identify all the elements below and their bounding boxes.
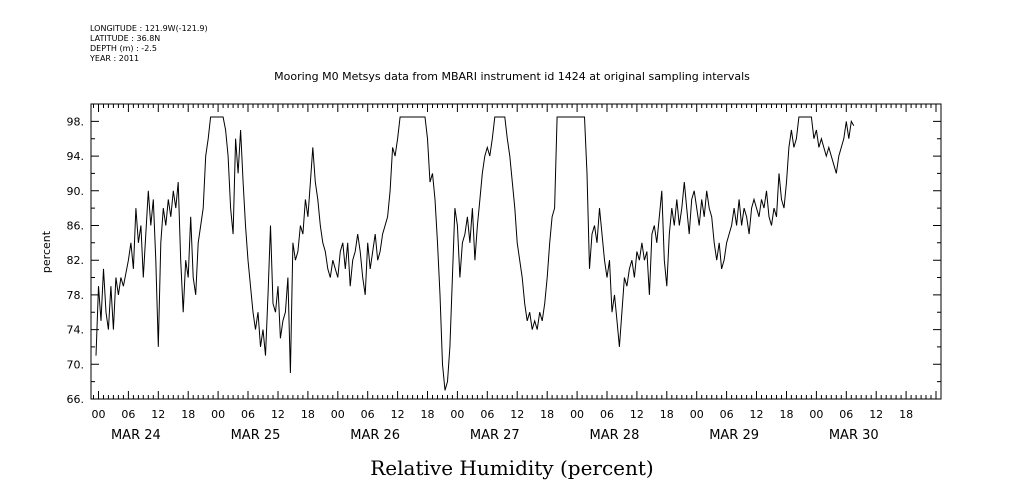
x-hour-label: 00 bbox=[331, 408, 345, 421]
x-hour-label: 18 bbox=[779, 408, 793, 421]
x-hour-label: 18 bbox=[660, 408, 674, 421]
y-axis-label: percent bbox=[40, 230, 53, 273]
plot-frame bbox=[90, 103, 942, 400]
y-tick-label: 66. bbox=[67, 393, 85, 406]
x-hour-label: 00 bbox=[570, 408, 584, 421]
y-tick-label: 90. bbox=[67, 185, 85, 198]
x-day-label: MAR 26 bbox=[350, 428, 400, 443]
meta-line: DEPTH (m) : -2.5 bbox=[90, 44, 157, 53]
x-hour-label: 06 bbox=[241, 408, 255, 421]
x-hour-label: 12 bbox=[151, 408, 165, 421]
x-hour-label: 12 bbox=[630, 408, 644, 421]
y-tick-label: 94. bbox=[67, 150, 85, 163]
humidity-series-line bbox=[95, 116, 855, 391]
x-hour-label: 06 bbox=[121, 408, 135, 421]
y-tick-label: 78. bbox=[67, 289, 85, 302]
meta-line: LONGITUDE : 121.9W(-121.9) bbox=[90, 24, 208, 33]
x-hour-label: 12 bbox=[869, 408, 883, 421]
x-axis-label: Relative Humidity (percent) bbox=[370, 456, 653, 480]
x-day-label: MAR 24 bbox=[111, 428, 161, 443]
x-hour-label: 00 bbox=[690, 408, 704, 421]
x-hour-label: 00 bbox=[450, 408, 464, 421]
y-tick-label: 86. bbox=[67, 219, 85, 232]
location-metadata: LONGITUDE : 121.9W(-121.9) LATITUDE : 36… bbox=[89, 24, 208, 63]
y-tick-label: 70. bbox=[67, 358, 85, 371]
tick-marks bbox=[91, 103, 942, 400]
x-hour-label: 12 bbox=[750, 408, 764, 421]
x-hour-label: 06 bbox=[600, 408, 614, 421]
x-hour-label: 00 bbox=[211, 408, 225, 421]
x-hour-label: 12 bbox=[510, 408, 524, 421]
x-day-label: MAR 27 bbox=[470, 428, 520, 443]
x-hour-label: 18 bbox=[540, 408, 554, 421]
x-day-label: MAR 28 bbox=[590, 428, 640, 443]
axis-ticks bbox=[91, 103, 942, 400]
x-hour-label: 06 bbox=[480, 408, 494, 421]
x-day-label: MAR 25 bbox=[231, 428, 281, 443]
y-tick-label: 74. bbox=[67, 324, 85, 337]
x-hour-label: 12 bbox=[391, 408, 405, 421]
x-hour-label: 06 bbox=[361, 408, 375, 421]
x-hour-label: 06 bbox=[720, 408, 734, 421]
meta-line: YEAR : 2011 bbox=[89, 54, 139, 63]
x-hour-label: 00 bbox=[91, 408, 105, 421]
x-hour-label: 12 bbox=[271, 408, 285, 421]
meta-line: LATITUDE : 36.8N bbox=[90, 34, 160, 43]
x-day-label: MAR 29 bbox=[709, 428, 759, 443]
x-hour-label: 06 bbox=[839, 408, 853, 421]
x-hour-label: 18 bbox=[181, 408, 195, 421]
x-tick-labels: 00 06 12 18 MAR 24 00 06 12 18 MAR 25 00 06 12 18 MAR … bbox=[91, 408, 913, 443]
x-day-label: MAR 30 bbox=[829, 428, 879, 443]
y-tick-label: 82. bbox=[67, 254, 85, 267]
x-hour-label: 18 bbox=[899, 408, 913, 421]
y-tick-labels: 66. 70. 74. 78. 82. 86. 90. 94. 98. bbox=[67, 115, 85, 406]
x-hour-label: 00 bbox=[809, 408, 823, 421]
y-tick-label: 98. bbox=[67, 115, 85, 128]
chart-title: Mooring M0 Metsys data from MBARI instru… bbox=[274, 70, 750, 83]
x-hour-label: 18 bbox=[421, 408, 435, 421]
x-hour-label: 18 bbox=[301, 408, 315, 421]
